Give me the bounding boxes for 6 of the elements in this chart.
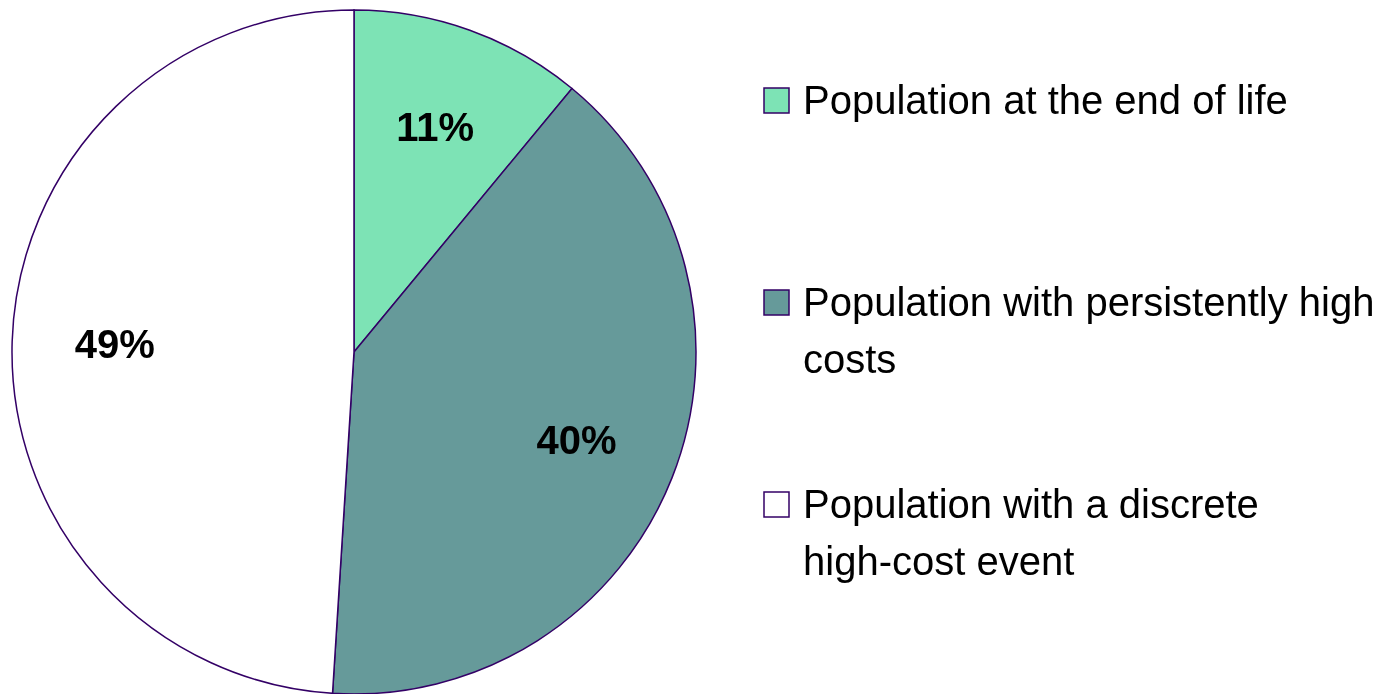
data-label: 11% <box>396 104 475 149</box>
legend-label: Population with persistently high costs <box>803 280 1375 381</box>
legend-label: Population at the end of life <box>803 78 1288 122</box>
legend-label: Population with a discrete high-cost event <box>803 482 1259 583</box>
data-label: 40% <box>536 418 617 463</box>
data-label: 49% <box>74 322 155 367</box>
